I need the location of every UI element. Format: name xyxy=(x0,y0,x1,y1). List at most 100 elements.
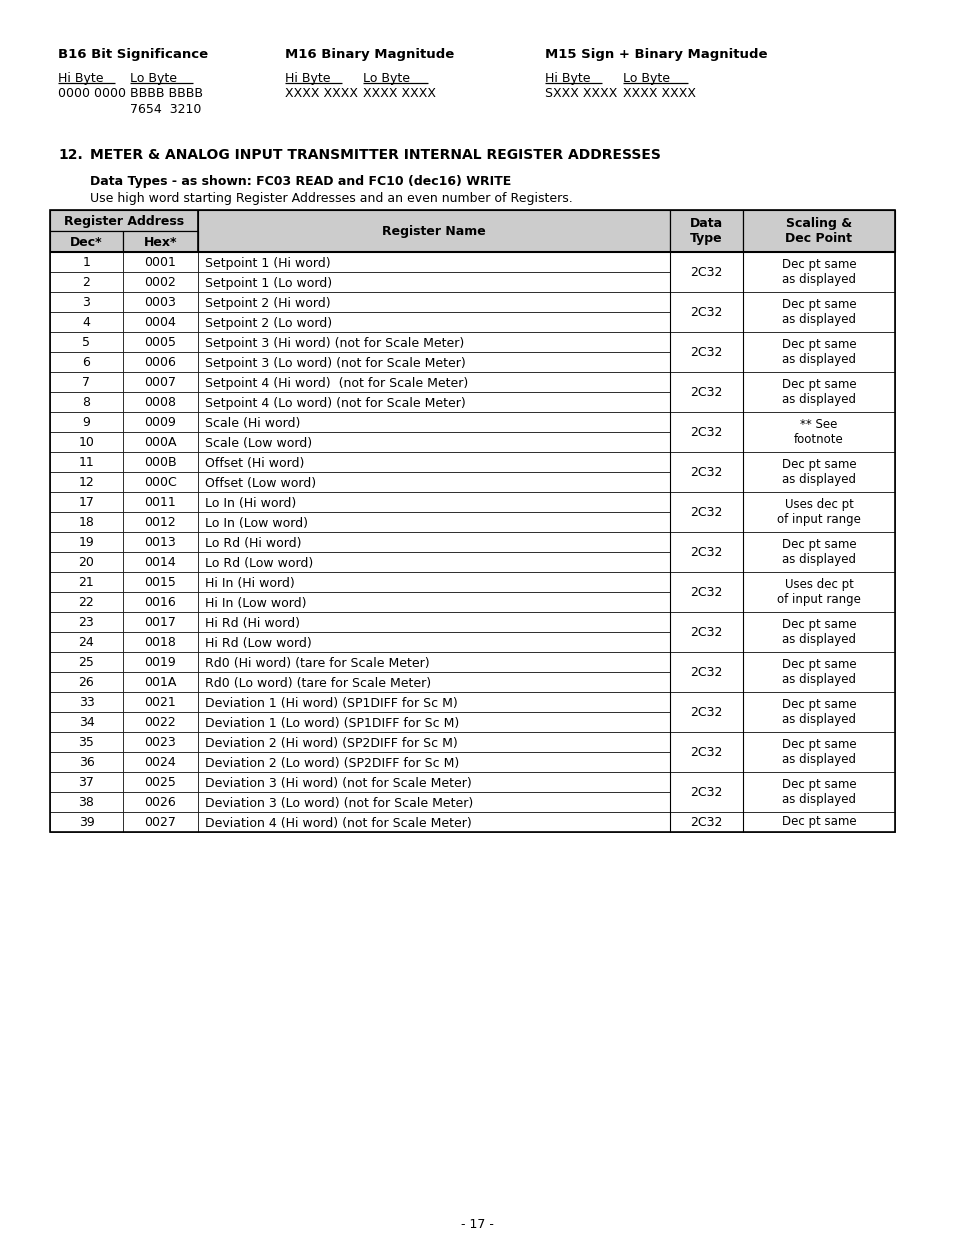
Bar xyxy=(742,613,894,652)
Bar xyxy=(123,592,198,613)
Bar xyxy=(198,632,669,652)
Bar xyxy=(198,492,669,513)
Bar xyxy=(742,811,894,832)
Text: 001A: 001A xyxy=(144,677,176,689)
Text: METER & ANALOG INPUT TRANSMITTER INTERNAL REGISTER ADDRESSES: METER & ANALOG INPUT TRANSMITTER INTERNA… xyxy=(90,148,660,162)
Bar xyxy=(742,692,894,732)
Text: Setpoint 2 (Lo word): Setpoint 2 (Lo word) xyxy=(205,316,332,330)
Text: Deviation 1 (Lo word) (SP1DIFF for Sc M): Deviation 1 (Lo word) (SP1DIFF for Sc M) xyxy=(205,716,458,730)
Text: 000B: 000B xyxy=(144,457,176,469)
Bar xyxy=(669,210,742,252)
Bar xyxy=(198,772,669,792)
Text: 0007: 0007 xyxy=(144,377,176,389)
Text: 0013: 0013 xyxy=(145,536,176,550)
Text: Deviation 3 (Hi word) (not for Scale Meter): Deviation 3 (Hi word) (not for Scale Met… xyxy=(205,777,471,789)
Text: Lo Rd (Hi word): Lo Rd (Hi word) xyxy=(205,536,301,550)
Text: Lo Rd (Low word): Lo Rd (Low word) xyxy=(205,557,313,569)
Text: 5: 5 xyxy=(82,336,91,350)
Text: 4: 4 xyxy=(83,316,91,330)
Bar xyxy=(198,613,669,632)
Bar xyxy=(198,652,669,672)
Bar xyxy=(50,312,123,332)
Text: Hi Rd (Hi word): Hi Rd (Hi word) xyxy=(205,616,299,630)
Bar xyxy=(669,332,742,372)
Bar xyxy=(669,492,742,532)
Text: as displayed: as displayed xyxy=(781,353,855,366)
Bar xyxy=(198,332,669,352)
Text: as displayed: as displayed xyxy=(781,673,855,685)
Bar xyxy=(123,632,198,652)
Bar xyxy=(50,792,123,811)
Text: 2C32: 2C32 xyxy=(690,625,722,638)
Text: SXXX XXXX: SXXX XXXX xyxy=(544,86,617,100)
Bar xyxy=(669,412,742,452)
Bar xyxy=(198,412,669,432)
Bar xyxy=(198,391,669,412)
Bar xyxy=(198,692,669,713)
Text: 6: 6 xyxy=(83,357,91,369)
Bar xyxy=(50,412,123,432)
Text: 2C32: 2C32 xyxy=(690,266,722,279)
Text: Scale (Low word): Scale (Low word) xyxy=(205,436,312,450)
Text: Register Name: Register Name xyxy=(382,225,485,237)
Text: Data Types - as shown: FC03 READ and FC10 (dec16) WRITE: Data Types - as shown: FC03 READ and FC1… xyxy=(90,175,511,188)
Text: 3: 3 xyxy=(83,296,91,310)
Text: 0019: 0019 xyxy=(145,657,176,669)
Bar xyxy=(50,632,123,652)
Bar xyxy=(669,291,742,332)
Text: 0015: 0015 xyxy=(145,577,176,589)
Text: 0025: 0025 xyxy=(145,777,176,789)
Bar xyxy=(50,210,198,231)
Text: 2C32: 2C32 xyxy=(690,546,722,558)
Bar xyxy=(742,372,894,412)
Bar xyxy=(198,732,669,752)
Text: 21: 21 xyxy=(78,577,94,589)
Bar xyxy=(50,452,123,472)
Text: Setpoint 4 (Hi word)  (not for Scale Meter): Setpoint 4 (Hi word) (not for Scale Mete… xyxy=(205,377,468,389)
Bar xyxy=(198,252,669,272)
Bar xyxy=(198,592,669,613)
Text: 0005: 0005 xyxy=(144,336,176,350)
Text: Hi Rd (Low word): Hi Rd (Low word) xyxy=(205,636,312,650)
Bar xyxy=(50,210,894,832)
Bar xyxy=(50,613,123,632)
Text: Dec pt same: Dec pt same xyxy=(781,378,856,391)
Text: M16 Binary Magnitude: M16 Binary Magnitude xyxy=(285,48,454,61)
Text: Deviation 1 (Hi word) (SP1DIFF for Sc M): Deviation 1 (Hi word) (SP1DIFF for Sc M) xyxy=(205,697,457,709)
Bar xyxy=(669,613,742,652)
Text: 0011: 0011 xyxy=(145,496,176,510)
Bar xyxy=(742,772,894,811)
Text: Lo In (Low word): Lo In (Low word) xyxy=(205,516,308,530)
Bar xyxy=(123,391,198,412)
Bar xyxy=(123,252,198,272)
Bar xyxy=(742,492,894,532)
Text: Dec pt same: Dec pt same xyxy=(781,538,856,551)
Text: Hex*: Hex* xyxy=(144,236,177,249)
Bar xyxy=(50,772,123,792)
Text: 2C32: 2C32 xyxy=(690,385,722,399)
Bar xyxy=(123,613,198,632)
Bar xyxy=(50,652,123,672)
Bar xyxy=(669,772,742,811)
Text: 0021: 0021 xyxy=(145,697,176,709)
Bar xyxy=(50,752,123,772)
Text: Dec pt same: Dec pt same xyxy=(781,258,856,270)
Bar xyxy=(742,332,894,372)
Text: 36: 36 xyxy=(78,757,94,769)
Bar xyxy=(742,572,894,613)
Text: Uses dec pt: Uses dec pt xyxy=(783,578,853,592)
Bar xyxy=(123,692,198,713)
Text: Deviation 2 (Lo word) (SP2DIFF for Sc M): Deviation 2 (Lo word) (SP2DIFF for Sc M) xyxy=(205,757,458,769)
Text: as displayed: as displayed xyxy=(781,312,855,326)
Text: footnote: footnote xyxy=(793,433,843,446)
Text: Dec pt same: Dec pt same xyxy=(781,338,856,351)
Text: 11: 11 xyxy=(78,457,94,469)
Text: 0018: 0018 xyxy=(145,636,176,650)
Bar xyxy=(198,210,669,252)
Bar xyxy=(123,811,198,832)
Bar xyxy=(669,532,742,572)
Bar xyxy=(198,672,669,692)
Bar xyxy=(742,412,894,452)
Text: 0012: 0012 xyxy=(145,516,176,530)
Text: 0016: 0016 xyxy=(145,597,176,610)
